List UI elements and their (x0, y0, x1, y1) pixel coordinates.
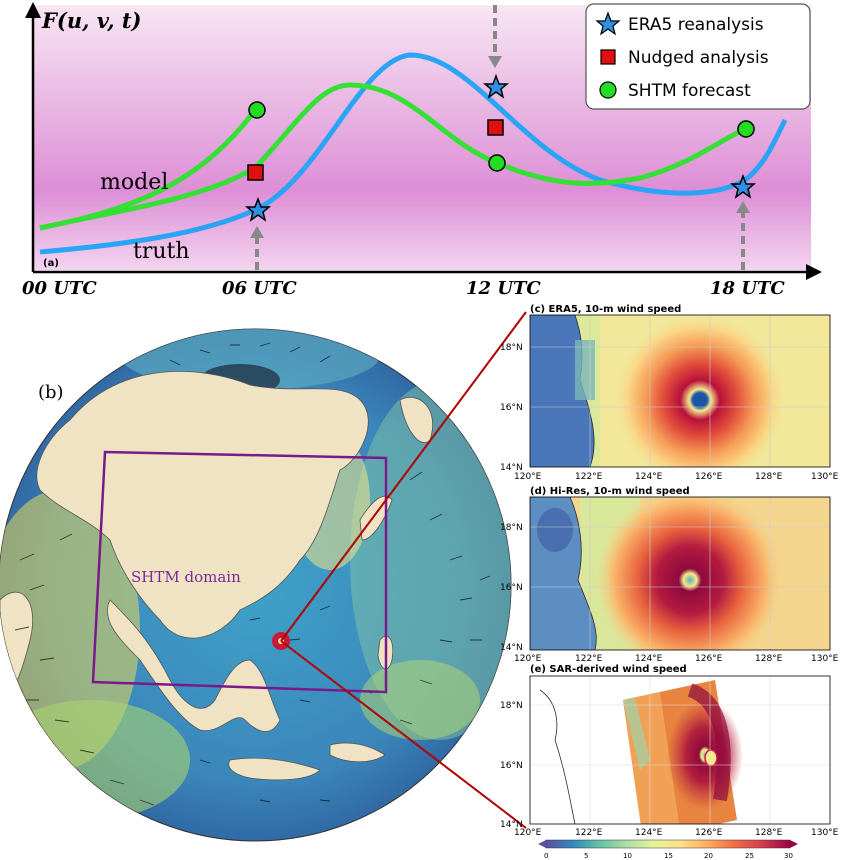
colorbar-tick-25: 25 (745, 852, 754, 860)
value-axis-arrowhead (25, 2, 41, 18)
map-e-gridlines (530, 676, 830, 824)
map-e-lon-124: 124°E (635, 828, 663, 838)
map-c-gridlines (530, 315, 830, 467)
map-e-lat-14: 14°N (500, 820, 523, 830)
model-curve-label: model (100, 170, 168, 195)
land-eurasia (36, 371, 369, 639)
shtm-domain-box (91, 450, 388, 694)
legend-nudged-label: Nudged analysis (628, 48, 769, 68)
time-label-00: 00 UTC (22, 278, 97, 299)
legend-circle-marker (599, 81, 617, 99)
nudged-analysis-markers (247, 119, 504, 181)
observation-arrows (250, 5, 750, 270)
era5-reanalysis-markers (244, 73, 757, 222)
time-axis-arrowhead (806, 264, 822, 280)
colorbar: 0 5 10 15 20 25 30 (538, 839, 798, 860)
map-c-lat-14: 14°N (500, 463, 523, 473)
colorbar-tick-20: 20 (704, 852, 713, 860)
map-e-lon-120: 120°E (514, 828, 542, 838)
map-d-lon-130: 130°E (811, 654, 839, 664)
map-e-lat-16: 16°N (500, 761, 523, 771)
map-d-lon-120: 120°E (514, 654, 542, 664)
legend-star-marker (595, 11, 621, 36)
map-e-lon-122: 122°E (575, 828, 603, 838)
map-panel-e: (e) SAR-derived wind speed 18°N 16°N 14°… (500, 664, 839, 838)
map-c-lon-128: 128°E (755, 472, 783, 482)
map-panel-c: (c) ERA5, 10-m wind speed 18°N 16°N 14°N… (500, 304, 839, 482)
map-c-lon-124: 124°E (635, 472, 663, 482)
map-c-title: (c) ERA5, 10-m wind speed (530, 304, 681, 315)
map-e-lat-18: 18°N (500, 701, 523, 711)
wind-arrows (14, 342, 491, 806)
map-d-lon-128: 128°E (755, 654, 783, 664)
map-c-lat-18: 18°N (500, 343, 523, 353)
shtm-forecast-markers (248, 101, 755, 172)
map-c-lon-130: 130°E (811, 472, 839, 482)
connector-line-top (280, 311, 527, 642)
map-d-gridlines (530, 497, 830, 650)
legend-square-marker (600, 49, 616, 65)
shtm-domain-label: SHTM domain (131, 568, 241, 586)
panel-a-label: (a) (43, 258, 59, 269)
panel-a: F(u, v, t) (a) model truth (22, 2, 822, 299)
truth-curve-label: truth (133, 239, 190, 264)
time-label-06: 06 UTC (222, 278, 297, 299)
map-d-lat-16: 16°N (500, 583, 523, 593)
colorbar-tick-10: 10 (623, 852, 632, 860)
map-e-lon-130: 130°E (811, 828, 839, 838)
map-c-lon-120: 120°E (514, 472, 542, 482)
colorbar-tick-30: 30 (784, 852, 793, 860)
map-d-lon-124: 124°E (635, 654, 663, 664)
model-curve-before-06 (39, 108, 258, 231)
model-curve (39, 82, 749, 231)
legend-shtm-label: SHTM forecast (628, 81, 751, 101)
map-e-lon-128: 128°E (755, 828, 783, 838)
colorbar-tick-5: 5 (584, 852, 588, 860)
colorbar-tick-15: 15 (664, 852, 673, 860)
map-e-lon-126: 126°E (695, 828, 723, 838)
map-d-lat-18: 18°N (500, 523, 523, 533)
function-label: F(u, v, t) (41, 8, 141, 33)
colorbar-tick-0: 0 (544, 852, 548, 860)
map-c-lon-122: 122°E (575, 472, 603, 482)
legend: ERA5 reanalysis Nudged analysis SHTM for… (585, 3, 811, 110)
map-d-lon-126: 126°E (695, 654, 723, 664)
time-label-12: 12 UTC (466, 278, 541, 299)
time-label-18: 18 UTC (710, 278, 785, 299)
panel-b-globe: (b) SHTM domain (0, 311, 527, 842)
map-c-lon-126: 126°E (695, 472, 723, 482)
map-d-title: (d) Hi-Res, 10-m wind speed (530, 486, 690, 497)
legend-era5-label: ERA5 reanalysis (628, 15, 764, 35)
map-d-lat-14: 14°N (500, 643, 523, 653)
map-panel-d: (d) Hi-Res, 10-m wind speed 18°N 16°N 14… (500, 486, 839, 664)
map-e-title: (e) SAR-derived wind speed (530, 664, 687, 675)
panel-b-label: (b) (38, 382, 64, 403)
connector-line-bottom (280, 640, 527, 829)
map-c-lat-16: 16°N (500, 403, 523, 413)
map-d-lon-122: 122°E (575, 654, 603, 664)
